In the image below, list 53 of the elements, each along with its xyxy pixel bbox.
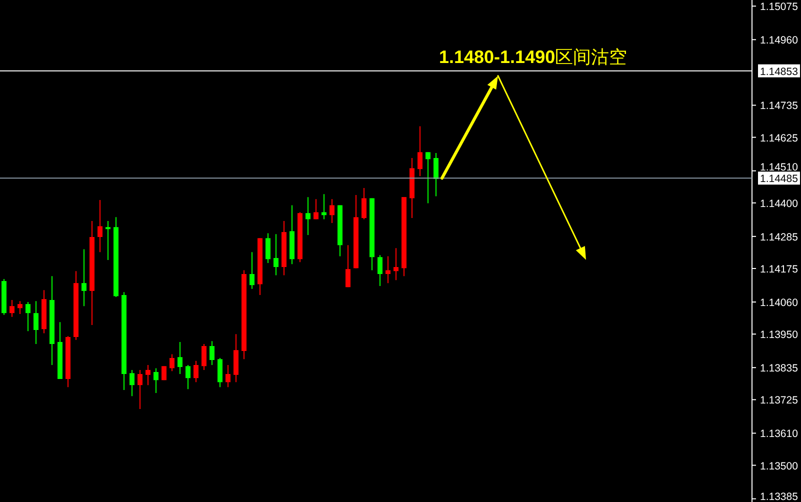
candlestick bbox=[178, 341, 182, 375]
candlestick bbox=[202, 343, 206, 370]
candlestick bbox=[146, 364, 150, 386]
candlestick bbox=[394, 248, 398, 281]
y-tick-label: 1.14960 bbox=[760, 34, 798, 47]
candlestick bbox=[306, 196, 310, 236]
candlestick bbox=[250, 252, 254, 290]
candlestick bbox=[378, 254, 382, 286]
y-tick-label: 1.13835 bbox=[760, 362, 798, 375]
y-tick-label: 1.13500 bbox=[760, 460, 798, 472]
y-tick-label: 1.13725 bbox=[760, 394, 798, 407]
candlestick bbox=[386, 256, 390, 284]
y-tick-label: 1.14060 bbox=[760, 297, 798, 310]
candlestick bbox=[426, 152, 430, 204]
y-tick-label: 1.14510 bbox=[760, 162, 798, 174]
candlestick bbox=[322, 194, 326, 220]
y-tick-label: 1.14175 bbox=[760, 263, 798, 276]
candlestick bbox=[330, 198, 334, 224]
candlestick bbox=[210, 340, 214, 366]
annotation: 1.1480-1.1490区间沽空 bbox=[439, 46, 628, 67]
candlestick bbox=[434, 152, 438, 197]
candlestick bbox=[26, 302, 30, 332]
candlestick bbox=[162, 366, 166, 381]
candlestick bbox=[130, 369, 134, 397]
y-tick-label: 1.14400 bbox=[760, 198, 798, 210]
y-tick-label: 1.14285 bbox=[760, 231, 798, 244]
y-tick-label: 1.13950 bbox=[760, 329, 798, 342]
candlestick bbox=[418, 126, 422, 177]
candlestick bbox=[266, 232, 270, 264]
ref-line-label: 1.14853 bbox=[760, 66, 798, 78]
candlestick bbox=[186, 364, 190, 390]
candlestick bbox=[82, 248, 86, 307]
candlestick bbox=[274, 234, 278, 276]
candlestick bbox=[106, 220, 110, 261]
ref-line-label: 1.14485 bbox=[760, 173, 798, 186]
candlestick bbox=[154, 368, 158, 394]
candlestick bbox=[10, 299, 14, 318]
candlestick bbox=[138, 369, 142, 410]
candlestick bbox=[34, 300, 38, 344]
candlestick bbox=[314, 198, 318, 220]
y-tick-label: 1.14735 bbox=[760, 100, 798, 112]
candlestick bbox=[226, 364, 230, 388]
candlestick bbox=[194, 360, 198, 383]
y-tick-label: 1.14625 bbox=[760, 132, 798, 144]
candlestick bbox=[18, 300, 22, 314]
y-tick-label: 1.13610 bbox=[760, 428, 798, 440]
candlestick bbox=[98, 199, 102, 253]
y-tick-label: 1.15075 bbox=[760, 1, 798, 14]
candlestick bbox=[218, 357, 222, 388]
candlestick bbox=[362, 188, 366, 220]
candlestick bbox=[170, 354, 174, 372]
y-tick-label: 1.13385 bbox=[760, 491, 798, 502]
candlestick bbox=[346, 244, 350, 288]
